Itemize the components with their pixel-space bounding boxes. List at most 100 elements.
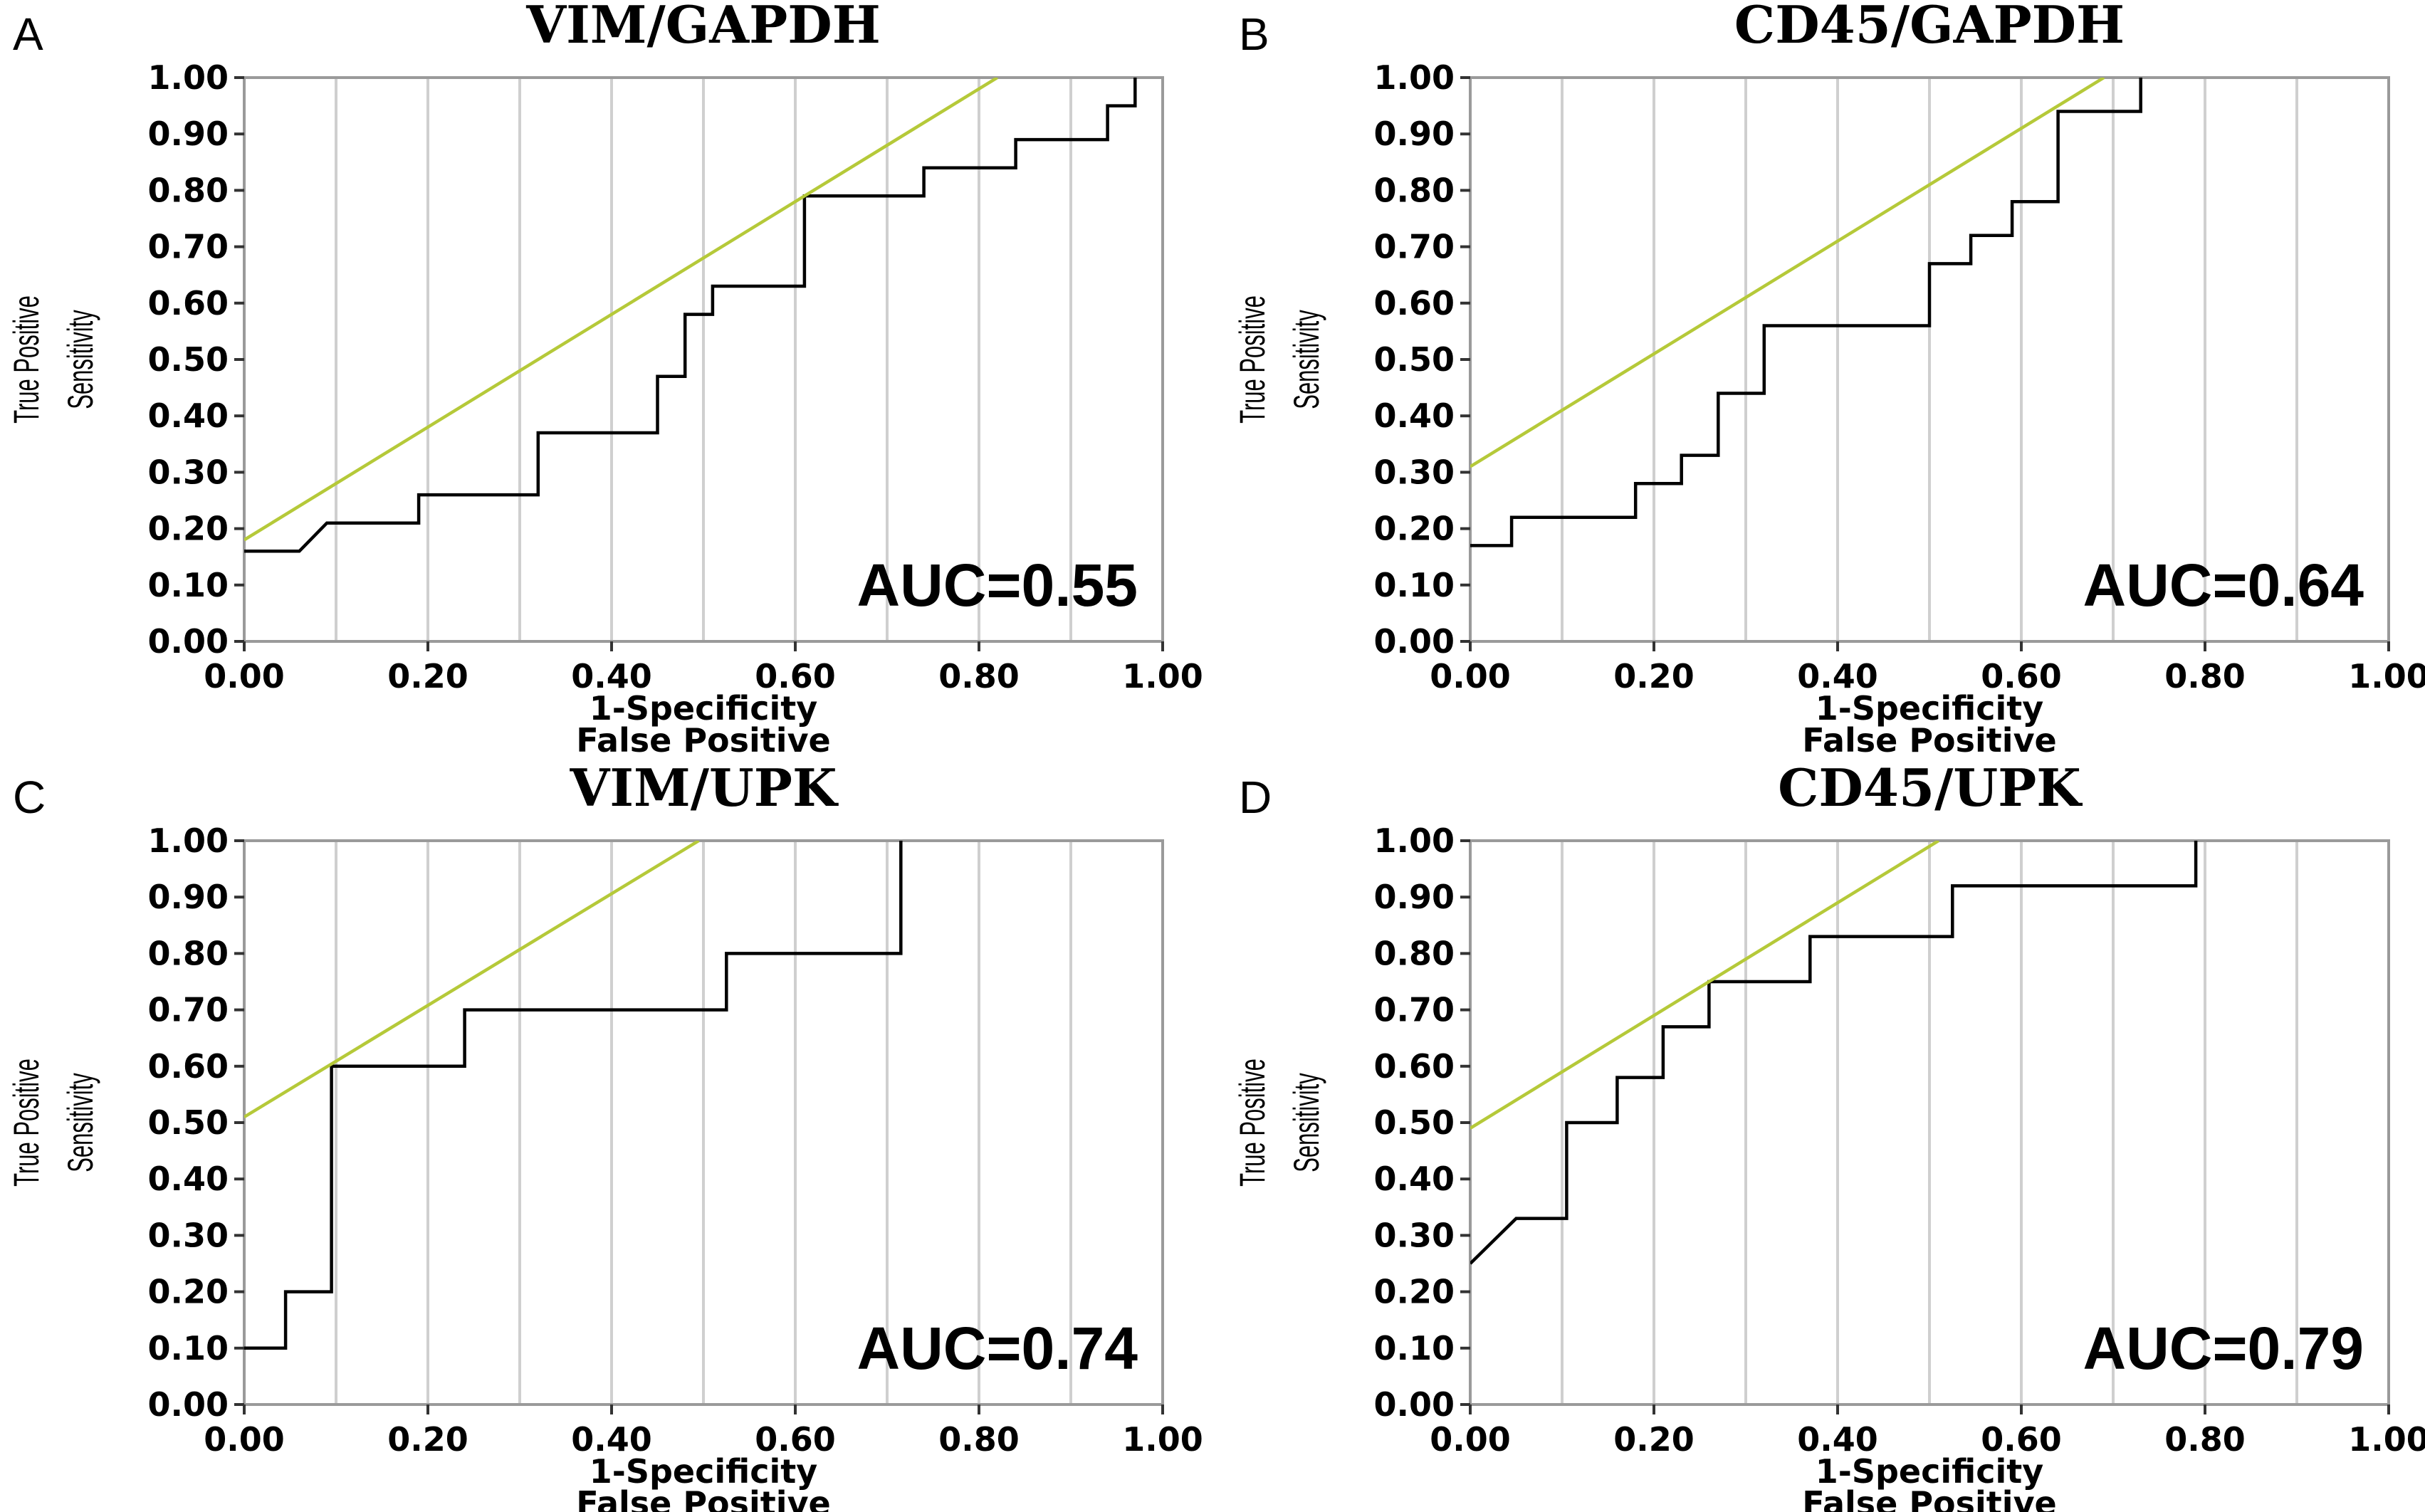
roc-curve [1470, 78, 2142, 547]
gridlines [1561, 841, 2298, 1405]
y-tick-label: 0.20 [148, 1273, 229, 1311]
auc-label: AUC=0.64 [2083, 552, 2364, 619]
x-axis-label-line1: 1-Specificity [590, 689, 818, 728]
roc-curve [244, 78, 1137, 553]
y-tick-label: 0.00 [148, 622, 229, 661]
x-axis-label-line2: False Positive [576, 721, 831, 760]
y-axis-label-line2: Sensitivity [60, 310, 100, 409]
y-axis: 0.00 0.10 0.20 0.30 0.40 0.50 0.60 0.70 0.80 0.90… [1374, 821, 1470, 1424]
y-tick-label: 0.50 [1374, 1103, 1455, 1142]
y-tick-label: 0.80 [148, 171, 229, 209]
x-tick-label: 0.20 [387, 1420, 468, 1459]
auc-label: AUC=0.74 [857, 1315, 1138, 1382]
y-tick-label: 0.10 [148, 1329, 229, 1367]
chart-title: CD45/GAPDH [1734, 0, 2125, 55]
gridlines [1561, 78, 2298, 641]
x-axis: 0.00 0.20 0.40 0.60 0.80 1.00 [1430, 1405, 2425, 1459]
x-axis: 0.00 0.20 0.40 0.60 0.80 1.00 [204, 1405, 1203, 1459]
chart-panel-a: A VIM/GAPDH 0.00 0.10 0.20 0.30 0.40 0.50 0.60 0.… [6, 0, 1203, 760]
y-tick-label: 0.80 [1374, 171, 1455, 209]
x-tick-label: 0.60 [755, 657, 836, 695]
y-tick-label: 0.10 [1374, 1329, 1455, 1367]
reference-line [244, 78, 998, 542]
y-tick-label: 0.60 [1374, 1047, 1455, 1086]
chart-panel-c: C VIM/UPK 0.00 0.10 0.20 0.30 0.40 0.50 0.60 0.70… [6, 757, 1203, 1512]
reference-line [1470, 78, 2105, 468]
chart-title: CD45/UPK [1778, 757, 2083, 818]
chart-title: VIM/UPK [569, 757, 838, 818]
y-tick-label: 1.00 [148, 58, 229, 97]
y-tick-label: 0.60 [148, 284, 229, 322]
y-axis-label-line1: True Positive [1232, 295, 1272, 424]
y-tick-label: 1.00 [148, 821, 229, 860]
x-tick-label: 0.80 [938, 657, 1020, 695]
panel-letter: C [13, 772, 46, 823]
panel-letter: D [1239, 772, 1272, 823]
y-axis-label-line2: Sensitivity [1286, 1073, 1326, 1172]
y-tick-label: 0.80 [148, 934, 229, 972]
y-tick-label: 0.30 [148, 453, 229, 491]
y-tick-label: 0.70 [148, 991, 229, 1029]
y-tick-label: 0.90 [1374, 878, 1455, 916]
y-axis-label-line1: True Positive [1232, 1059, 1272, 1187]
y-axis-label-line2: Sensitivity [1286, 310, 1326, 409]
x-tick-label: 1.00 [1122, 1420, 1203, 1459]
auc-label: AUC=0.55 [857, 552, 1138, 619]
x-axis: 0.00 0.20 0.40 0.60 0.80 1.00 [204, 641, 1203, 695]
roc-curve [1470, 841, 2198, 1265]
y-tick-label: 0.30 [148, 1216, 229, 1254]
y-tick-label: 1.00 [1374, 821, 1455, 860]
x-tick-label: 0.20 [1613, 657, 1695, 695]
x-tick-label: 0.00 [1430, 1420, 1511, 1459]
reference-line [1470, 841, 1940, 1130]
x-tick-label: 0.20 [387, 657, 468, 695]
x-tick-label: 0.00 [1430, 657, 1511, 695]
x-axis-label-line1: 1-Specificity [1816, 1452, 2044, 1491]
y-tick-label: 0.00 [148, 1385, 229, 1424]
x-axis-label-line2: False Positive [1802, 1484, 2057, 1512]
chart-title: VIM/GAPDH [525, 0, 881, 55]
panel-letter: B [1239, 9, 1269, 60]
x-tick-label: 0.60 [1981, 1420, 2062, 1459]
y-tick-label: 1.00 [1374, 58, 1455, 97]
y-tick-label: 0.50 [148, 340, 229, 379]
y-tick-label: 0.00 [1374, 1385, 1455, 1424]
y-tick-label: 0.20 [1374, 1273, 1455, 1311]
x-tick-label: 0.60 [755, 1420, 836, 1459]
y-tick-label: 0.60 [148, 1047, 229, 1086]
y-tick-label: 0.30 [1374, 453, 1455, 491]
y-tick-label: 0.70 [1374, 228, 1455, 266]
panel-letter: A [13, 9, 43, 60]
x-tick-label: 0.40 [1797, 657, 1878, 695]
x-axis-label-line2: False Positive [1802, 721, 2057, 760]
x-axis-label-line2: False Positive [576, 1484, 831, 1512]
x-tick-label: 0.80 [2164, 1420, 2246, 1459]
y-tick-label: 0.40 [148, 1160, 229, 1198]
x-tick-label: 0.20 [1613, 1420, 1695, 1459]
y-tick-label: 0.70 [1374, 991, 1455, 1029]
y-tick-label: 0.00 [1374, 622, 1455, 661]
x-tick-label: 1.00 [2348, 657, 2425, 695]
y-tick-label: 0.30 [1374, 1216, 1455, 1254]
y-tick-label: 0.60 [1374, 284, 1455, 322]
y-tick-label: 0.70 [148, 228, 229, 266]
y-tick-label: 0.10 [148, 566, 229, 604]
y-tick-label: 0.10 [1374, 566, 1455, 604]
y-axis: 0.00 0.10 0.20 0.30 0.40 0.50 0.60 0.70 0.80 0.90… [1374, 58, 1470, 661]
y-axis-label-line1: True Positive [6, 1059, 46, 1187]
y-axis: 0.00 0.10 0.20 0.30 0.40 0.50 0.60 0.70 0.80 0.90… [148, 821, 244, 1424]
x-axis: 0.00 0.20 0.40 0.60 0.80 1.00 [1430, 641, 2425, 695]
y-axis-label-line2: Sensitivity [60, 1073, 100, 1172]
x-axis-label-line1: 1-Specificity [1816, 689, 2044, 728]
y-tick-label: 0.40 [148, 397, 229, 435]
chart-panel-d: D CD45/UPK 0.00 0.10 0.20 0.30 0.40 0.50 0.60 0.7… [1232, 757, 2425, 1512]
y-tick-label: 0.90 [148, 115, 229, 153]
y-tick-label: 0.40 [1374, 1160, 1455, 1198]
x-tick-label: 1.00 [1122, 657, 1203, 695]
x-tick-label: 0.40 [1797, 1420, 1878, 1459]
y-tick-label: 0.50 [1374, 340, 1455, 379]
x-tick-label: 0.00 [204, 1420, 285, 1459]
y-tick-label: 0.20 [148, 510, 229, 548]
y-tick-label: 0.40 [1374, 397, 1455, 435]
